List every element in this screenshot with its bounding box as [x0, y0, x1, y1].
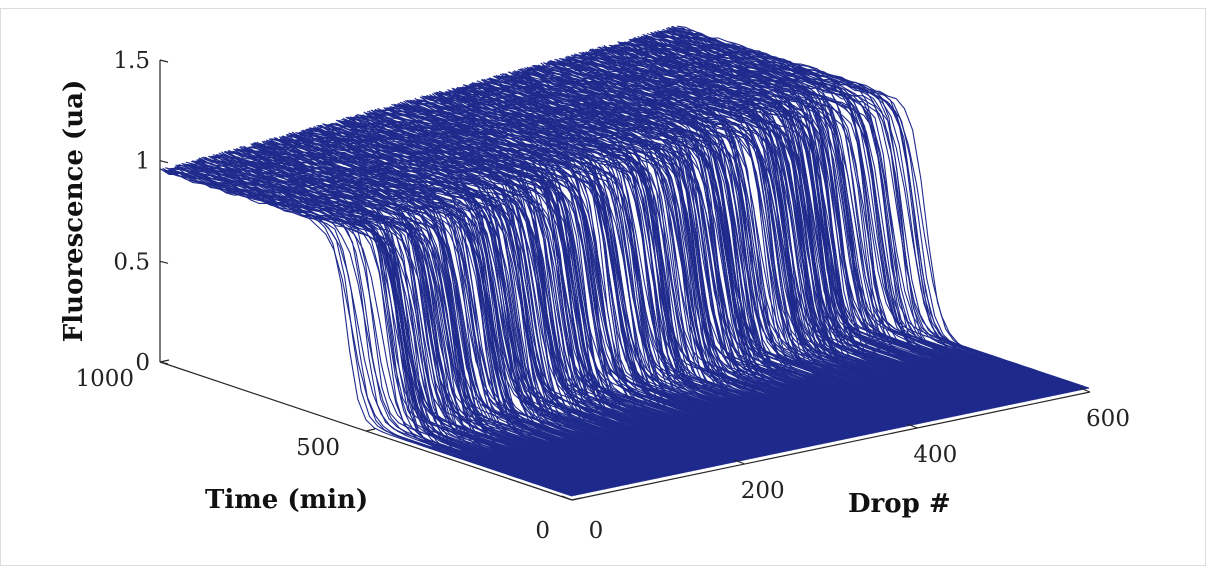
tick-mark: [159, 59, 169, 63]
tick-mark: [159, 359, 170, 363]
time-axis-title: Time (min): [205, 485, 368, 515]
tick-label: 200: [741, 478, 785, 504]
drop-trace: [159, 168, 573, 497]
tick-label: 1.5: [113, 48, 150, 74]
tick-mark: [159, 361, 169, 365]
tick-mark: [571, 497, 582, 501]
drop-axis-line: [571, 391, 1091, 501]
z-axis-title: Fluorescence (ua): [59, 80, 89, 343]
trace-group: [159, 25, 1090, 497]
tick-mark: [365, 428, 376, 432]
tick-mark: [907, 423, 918, 429]
tick-label: 500: [296, 435, 340, 461]
tick-label: 0.5: [113, 249, 150, 275]
tick-label: 1000: [75, 366, 134, 392]
drop-axis-title: Drop #: [848, 489, 951, 519]
tick-label: 0: [135, 350, 150, 376]
tick-label: 0: [589, 518, 604, 544]
tick-mark: [561, 495, 573, 501]
tick-label: 1: [135, 149, 150, 175]
tick-label: 600: [1086, 406, 1130, 432]
tick-mark: [159, 160, 169, 164]
tick-mark: [1079, 387, 1091, 393]
tick-mark: [159, 260, 169, 264]
tick-mark: [734, 459, 745, 465]
tick-label: 400: [913, 442, 957, 468]
tick-label: 0: [535, 518, 550, 544]
